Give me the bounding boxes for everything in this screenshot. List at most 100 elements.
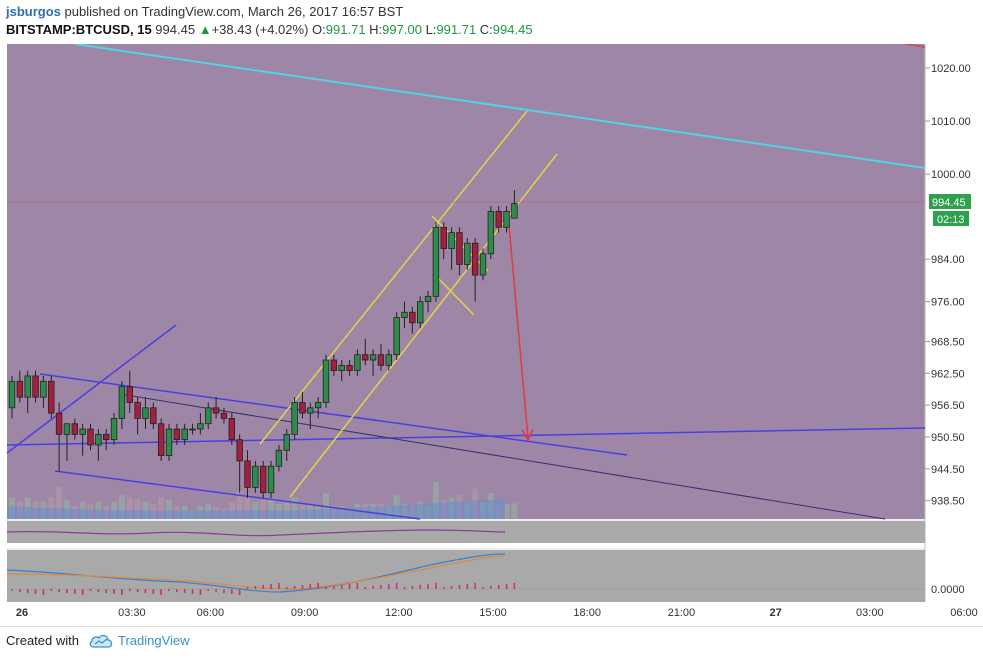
histogram-bar bbox=[50, 589, 53, 591]
histogram-bar bbox=[293, 586, 296, 589]
candle[interactable] bbox=[283, 429, 290, 461]
flag-bottom-line[interactable] bbox=[437, 277, 475, 316]
candle[interactable] bbox=[479, 248, 487, 281]
candle[interactable] bbox=[71, 418, 78, 440]
candle[interactable] bbox=[259, 460, 267, 499]
volume-bar bbox=[464, 501, 471, 519]
candle[interactable] bbox=[197, 413, 204, 435]
red-trendline[interactable] bbox=[904, 44, 926, 48]
candle[interactable] bbox=[307, 402, 314, 430]
candle[interactable] bbox=[134, 397, 141, 435]
candle[interactable] bbox=[362, 338, 369, 366]
price-tick-label: 1000.00 bbox=[931, 169, 971, 181]
candle[interactable] bbox=[275, 444, 283, 472]
candle[interactable] bbox=[118, 381, 126, 430]
candle[interactable] bbox=[377, 344, 385, 371]
rsi-pane[interactable] bbox=[7, 521, 925, 543]
candle[interactable] bbox=[393, 312, 400, 361]
candle[interactable] bbox=[24, 370, 31, 414]
candle[interactable] bbox=[157, 418, 165, 461]
candle[interactable] bbox=[40, 375, 47, 408]
candle[interactable] bbox=[48, 375, 55, 419]
candle[interactable] bbox=[110, 413, 118, 445]
candle[interactable] bbox=[401, 301, 408, 329]
candle[interactable] bbox=[181, 423, 188, 445]
candle[interactable] bbox=[212, 397, 220, 419]
candle[interactable] bbox=[126, 370, 133, 414]
candle[interactable] bbox=[424, 290, 432, 313]
blue-rising-line[interactable] bbox=[6, 324, 177, 454]
histogram-bar bbox=[168, 589, 170, 591]
time-tick-label: 09:00 bbox=[291, 607, 319, 619]
blue-channel-bottom[interactable] bbox=[54, 470, 421, 520]
candle[interactable] bbox=[252, 460, 259, 493]
price-pane[interactable] bbox=[7, 44, 925, 519]
volume-bar bbox=[370, 504, 377, 519]
candle[interactable] bbox=[142, 397, 149, 430]
cyan-trendline[interactable] bbox=[74, 44, 926, 169]
volume-bar bbox=[393, 495, 400, 519]
candle-body bbox=[259, 465, 267, 494]
candle[interactable] bbox=[236, 434, 243, 493]
candlestick-chart[interactable]: 1020.00 1010.00 1000.00 984.00 976.00 968.50 9… bbox=[0, 44, 983, 626]
channel-upper-line[interactable] bbox=[259, 110, 528, 445]
price-ticks: 1020.00 1010.00 1000.00 984.00 976.00 968.50 9… bbox=[925, 63, 971, 508]
candle-body bbox=[220, 412, 228, 419]
candle[interactable] bbox=[432, 221, 440, 302]
osc-tick: 0.0000 bbox=[931, 584, 965, 596]
candle[interactable] bbox=[503, 206, 510, 233]
candle[interactable] bbox=[32, 370, 39, 403]
candle[interactable] bbox=[95, 429, 102, 461]
candle[interactable] bbox=[267, 460, 275, 499]
candle[interactable] bbox=[16, 370, 24, 403]
candle[interactable] bbox=[220, 407, 228, 424]
candle[interactable] bbox=[165, 423, 173, 461]
histogram-bar bbox=[58, 589, 60, 592]
candle[interactable] bbox=[291, 397, 298, 440]
price-axis[interactable] bbox=[925, 44, 983, 602]
candle[interactable] bbox=[173, 423, 181, 445]
candle[interactable] bbox=[440, 221, 447, 260]
candle[interactable] bbox=[346, 360, 353, 376]
candle[interactable] bbox=[448, 227, 455, 270]
projection-arrow[interactable] bbox=[507, 213, 529, 439]
tradingview-link[interactable]: TradingView bbox=[118, 633, 190, 648]
candle[interactable] bbox=[385, 349, 392, 371]
candle[interactable] bbox=[299, 391, 306, 419]
candle[interactable] bbox=[55, 402, 63, 472]
candle[interactable] bbox=[63, 423, 71, 461]
author-link[interactable]: jsburgos bbox=[6, 4, 61, 19]
candle[interactable] bbox=[409, 306, 416, 334]
volume-bar bbox=[181, 506, 188, 519]
candle[interactable] bbox=[354, 349, 361, 376]
candle[interactable] bbox=[456, 227, 463, 276]
candle[interactable] bbox=[314, 397, 322, 419]
candle[interactable] bbox=[189, 423, 196, 435]
candle[interactable] bbox=[487, 206, 495, 260]
candle[interactable] bbox=[330, 354, 338, 376]
candle[interactable] bbox=[416, 296, 424, 329]
candle[interactable] bbox=[150, 402, 157, 430]
high-label: H: bbox=[369, 22, 383, 37]
candle[interactable] bbox=[495, 206, 502, 233]
volume-bar bbox=[213, 506, 220, 519]
tradingview-cloud-icon[interactable] bbox=[88, 632, 114, 650]
time-axis[interactable] bbox=[7, 602, 925, 626]
candle[interactable] bbox=[87, 423, 94, 451]
candle[interactable] bbox=[464, 237, 471, 270]
candle[interactable] bbox=[205, 402, 212, 430]
candle[interactable] bbox=[228, 413, 235, 445]
candle[interactable] bbox=[8, 375, 16, 419]
dark-diagonal-line[interactable] bbox=[119, 393, 886, 520]
histogram-bar bbox=[427, 584, 429, 589]
blue-channel-top[interactable] bbox=[39, 373, 628, 456]
candle[interactable] bbox=[79, 423, 86, 456]
candle[interactable] bbox=[103, 429, 110, 451]
candle[interactable] bbox=[244, 450, 251, 499]
histogram-bar bbox=[160, 589, 162, 595]
candle[interactable] bbox=[338, 360, 345, 382]
candle[interactable] bbox=[322, 354, 330, 408]
candle[interactable] bbox=[471, 237, 479, 302]
candle[interactable] bbox=[511, 190, 518, 219]
candle[interactable] bbox=[369, 349, 377, 376]
